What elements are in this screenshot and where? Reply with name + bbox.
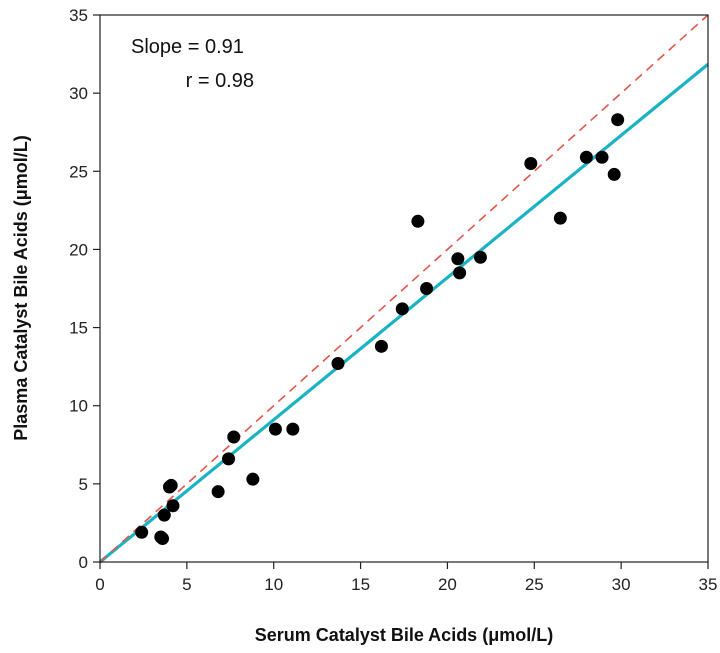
points-layer bbox=[135, 113, 625, 546]
x-tick-label: 5 bbox=[182, 575, 191, 594]
y-tick-label: 25 bbox=[69, 162, 88, 181]
x-tick-label: 25 bbox=[525, 575, 544, 594]
x-tick-label: 20 bbox=[438, 575, 457, 594]
x-tick-label: 30 bbox=[612, 575, 631, 594]
y-tick-label: 5 bbox=[79, 475, 88, 494]
identity-line bbox=[99, 14, 709, 563]
y-tick-label: 10 bbox=[69, 397, 88, 416]
plot-frame bbox=[99, 14, 709, 563]
data-point bbox=[157, 508, 171, 522]
data-point bbox=[607, 167, 621, 181]
data-point bbox=[524, 156, 538, 170]
data-point bbox=[286, 422, 300, 436]
data-point bbox=[420, 282, 434, 295]
data-point bbox=[595, 150, 609, 164]
x-axis-title: Serum Catalyst Bile Acids (μmol/L) bbox=[255, 625, 553, 645]
x-tick-label: 35 bbox=[699, 575, 718, 594]
data-point bbox=[331, 357, 345, 371]
data-point bbox=[268, 422, 282, 436]
data-point bbox=[227, 430, 241, 444]
ticks-layer: 0 5 10 15 20 25 30 35 0 5 10 15 20 25 30 35 bbox=[69, 6, 717, 594]
data-point bbox=[156, 532, 170, 546]
y-tick-label: 20 bbox=[69, 240, 88, 259]
data-point bbox=[453, 266, 467, 280]
data-point bbox=[166, 499, 180, 513]
data-point bbox=[246, 472, 260, 486]
data-point bbox=[211, 485, 225, 499]
data-point bbox=[451, 252, 465, 266]
data-point bbox=[411, 214, 425, 228]
data-point bbox=[553, 211, 567, 225]
slope-annotation: Slope = 0.91 bbox=[131, 36, 244, 58]
x-tick-label: 10 bbox=[264, 575, 283, 594]
x-tick-label: 15 bbox=[351, 575, 370, 594]
r-annotation: r = 0.98 bbox=[186, 70, 254, 92]
y-tick-label: 0 bbox=[79, 553, 88, 572]
data-point bbox=[135, 525, 149, 539]
y-axis-title: Plasma Catalyst Bile Acids (μmol/L) bbox=[11, 135, 31, 440]
y-tick-label: 15 bbox=[69, 319, 88, 338]
data-point bbox=[579, 150, 593, 164]
data-point bbox=[395, 302, 409, 316]
y-tick-label: 35 bbox=[69, 6, 88, 25]
data-point bbox=[164, 478, 178, 492]
y-tick-label: 30 bbox=[69, 84, 88, 103]
x-tick-label: 0 bbox=[95, 575, 104, 594]
data-point bbox=[473, 250, 487, 264]
data-point bbox=[374, 339, 388, 353]
lines-layer bbox=[98, 14, 710, 564]
data-point bbox=[222, 452, 236, 466]
data-point bbox=[611, 113, 625, 127]
